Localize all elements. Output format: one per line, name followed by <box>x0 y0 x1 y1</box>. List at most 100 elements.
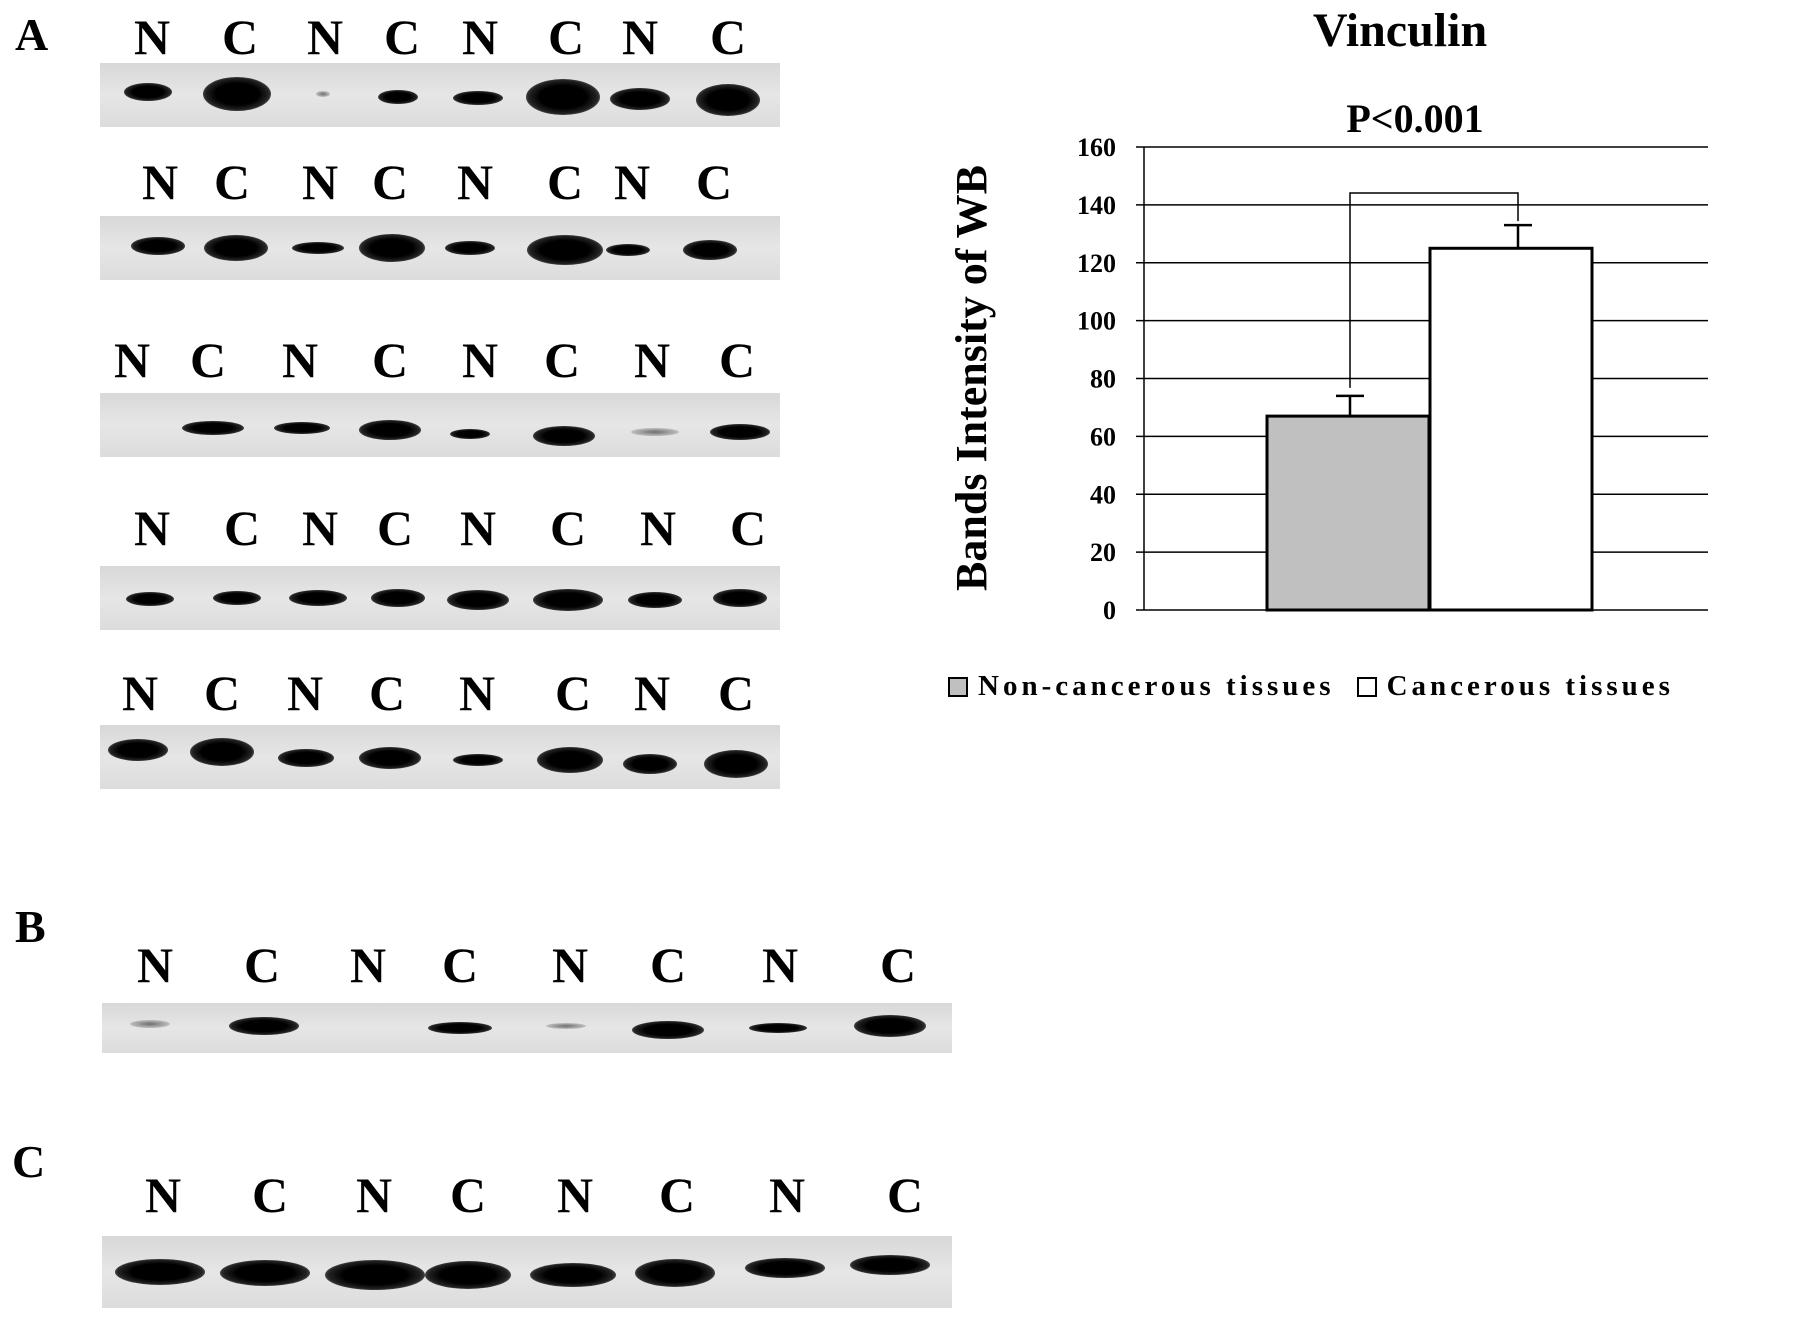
panel-label-c: C <box>12 1136 46 1187</box>
lane-label: C <box>695 154 733 210</box>
protein-band <box>850 1255 930 1275</box>
legend-label-non-cancerous: Non-cancerous tissues <box>978 670 1335 702</box>
lane-label: C <box>383 9 421 65</box>
p-value-annotation: P<0.001 <box>1346 96 1483 141</box>
lane-label: C <box>371 332 409 388</box>
lane-label: N <box>461 9 499 65</box>
lane-label: N <box>556 1167 594 1223</box>
y-tick-label: 40 <box>1090 480 1116 509</box>
lane-label: N <box>141 154 179 210</box>
lane-label: N <box>768 1167 806 1223</box>
protein-band <box>526 79 600 115</box>
lane-label: C <box>221 9 259 65</box>
lane-label: N <box>286 665 324 721</box>
lane-label: N <box>121 665 159 721</box>
protein-band <box>537 747 603 773</box>
vinculin-bar-chart: Vinculin P<0.001 Bands Intensity of WB 0… <box>947 4 1708 625</box>
y-tick-label: 80 <box>1090 365 1116 394</box>
blot-strip <box>100 63 780 127</box>
blot-strip <box>100 216 780 280</box>
protein-band <box>359 234 425 262</box>
blot-strip <box>102 1003 952 1053</box>
blot-strip <box>100 725 780 789</box>
lane-label: N <box>613 154 651 210</box>
chart-legend: Non-cancerous tissues Cancerous tissues <box>948 670 1674 703</box>
lane-label: C <box>709 9 747 65</box>
protein-band <box>610 88 670 110</box>
protein-band <box>749 1023 807 1033</box>
protein-band <box>453 91 503 105</box>
y-tick-label: 120 <box>1077 249 1116 278</box>
protein-band <box>115 1259 205 1285</box>
y-tick-labels: 0 20 40 60 80 100 120 140 160 <box>1077 133 1116 625</box>
protein-band <box>124 83 172 101</box>
lane-label: N <box>113 332 151 388</box>
lane-label: N <box>301 154 339 210</box>
protein-band <box>628 592 682 608</box>
lane-label: N <box>461 332 499 388</box>
protein-band <box>527 235 603 265</box>
legend-swatch-non-cancerous <box>948 676 968 697</box>
lane-label: C <box>213 154 251 210</box>
protein-band <box>126 592 174 606</box>
lane-label: C <box>223 500 261 556</box>
legend-label-cancerous: Cancerous tissues <box>1386 670 1674 702</box>
lane-label: N <box>355 1167 393 1223</box>
protein-band <box>378 90 418 104</box>
panel-label-b: B <box>15 901 46 952</box>
y-tick-label: 100 <box>1077 307 1116 336</box>
significance-bracket <box>1349 192 1519 388</box>
protein-band <box>854 1015 926 1037</box>
blot-strip <box>102 1236 952 1308</box>
protein-band <box>190 738 254 766</box>
lane-label: C <box>886 1167 924 1223</box>
lane-label: C <box>371 154 409 210</box>
lane-label: N <box>761 937 799 993</box>
lane-label: N <box>551 937 589 993</box>
protein-band <box>203 77 271 111</box>
y-tick-label: 20 <box>1090 538 1116 567</box>
protein-band <box>745 1258 825 1278</box>
lane-label: C <box>729 500 767 556</box>
protein-band <box>278 749 334 767</box>
error-bars <box>1336 223 1532 417</box>
lane-label: N <box>136 937 174 993</box>
protein-band <box>428 1022 492 1034</box>
y-tick-label: 140 <box>1077 191 1116 220</box>
protein-band <box>696 84 760 116</box>
blot-strip <box>100 566 780 630</box>
protein-band <box>710 424 770 440</box>
protein-band <box>220 1260 310 1286</box>
lane-label: C <box>547 9 585 65</box>
y-tick-label: 0 <box>1103 596 1116 625</box>
lane-label: C <box>649 937 687 993</box>
lane-label: N <box>349 937 387 993</box>
protein-band <box>274 422 330 434</box>
bar-cancerous <box>1428 246 1594 612</box>
protein-band <box>623 754 677 774</box>
lane-label: N <box>133 500 171 556</box>
lane-label: C <box>717 665 755 721</box>
y-tick-label: 160 <box>1077 133 1116 162</box>
protein-band <box>631 428 679 436</box>
y-axis-label: Bands Intensity of WB <box>947 165 996 591</box>
lane-label: N <box>456 154 494 210</box>
protein-band <box>425 1261 511 1289</box>
chart-bars <box>1265 246 1594 612</box>
protein-band <box>445 241 495 255</box>
lane-label: C <box>549 500 587 556</box>
lane-label: C <box>243 937 281 993</box>
lane-label: N <box>133 9 171 65</box>
lane-label: C <box>189 332 227 388</box>
protein-band <box>289 590 347 606</box>
protein-band <box>533 589 603 611</box>
protein-band <box>130 1020 170 1028</box>
lane-label: C <box>368 665 406 721</box>
legend-swatch-cancerous <box>1356 676 1377 697</box>
lane-label: N <box>306 9 344 65</box>
protein-band <box>359 747 421 769</box>
lane-label: N <box>639 500 677 556</box>
protein-band <box>546 1023 586 1029</box>
lane-label: C <box>251 1167 289 1223</box>
protein-band <box>204 235 268 261</box>
